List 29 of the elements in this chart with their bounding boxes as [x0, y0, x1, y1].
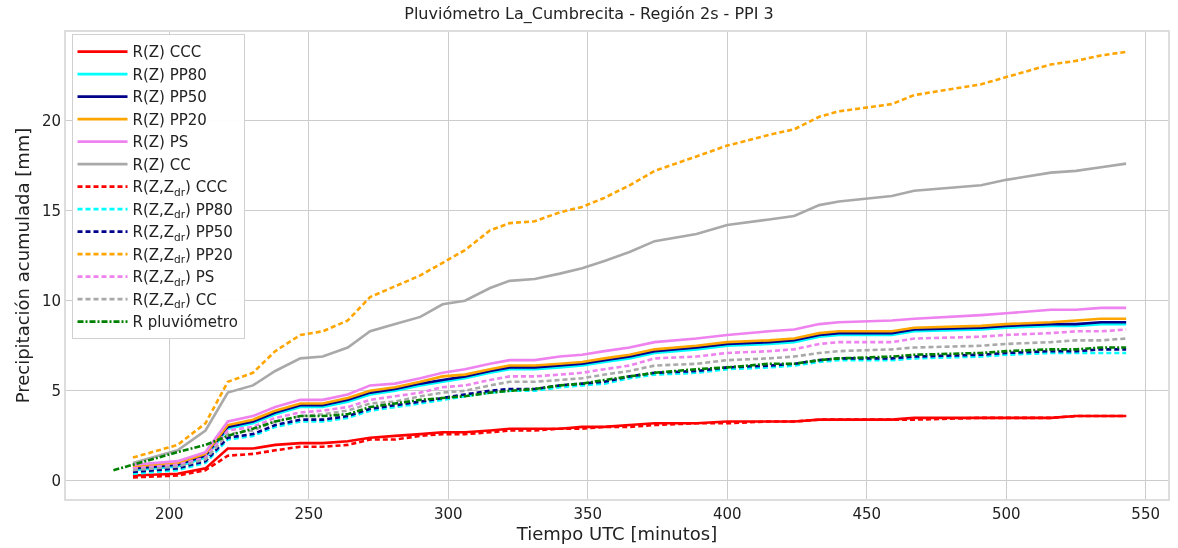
x-tick-label: 550	[1131, 505, 1160, 523]
x-tick-label: 250	[294, 505, 324, 523]
legend-label: R(Z) PP80	[132, 65, 207, 84]
legend-label: R(Z,Z$_{dr}$) PP80	[132, 200, 233, 221]
x-axis-title: Tiempo UTC [minutos]	[515, 523, 718, 544]
legend-label: R(Z,Z$_{dr}$) PP50	[132, 223, 233, 243]
x-tick-label: 200	[154, 505, 184, 523]
legend-label: R(Z,Z$_{dr}$) PS	[132, 268, 215, 288]
legend-label: R pluviómetro	[132, 313, 238, 332]
chart-title: Pluviómetro La_Cumbrecita - Región 2s - PPI 3	[404, 4, 774, 25]
legend-label: R(Z) CCC	[132, 43, 202, 62]
x-tick-label: 400	[712, 505, 742, 523]
y-tick-label: 10	[41, 291, 61, 310]
y-tick-label: 15	[41, 201, 61, 220]
legend-label: R(Z,Z$_{dr}$) CC	[132, 290, 217, 311]
legend-label: R(Z,Z$_{dr}$) CCC	[132, 178, 228, 198]
y-tick-label: 20	[41, 111, 61, 130]
legend-label: R(Z) CC	[132, 155, 191, 174]
x-tick-label: 450	[852, 505, 882, 523]
y-axis-title: Precipitación acumulada [mm]	[11, 127, 33, 404]
legend-label: R(Z) PP20	[132, 110, 207, 129]
legend-label: R(Z) PP50	[132, 88, 207, 107]
y-tick-label: 0	[51, 472, 61, 491]
legend-label: R(Z) PS	[132, 133, 189, 152]
x-tick-label: 350	[573, 505, 603, 523]
legend-label: R(Z,Z$_{dr}$) PP20	[132, 245, 233, 266]
x-tick-label: 500	[991, 505, 1021, 523]
x-tick-label: 300	[433, 505, 463, 523]
y-tick-label: 5	[51, 382, 61, 401]
